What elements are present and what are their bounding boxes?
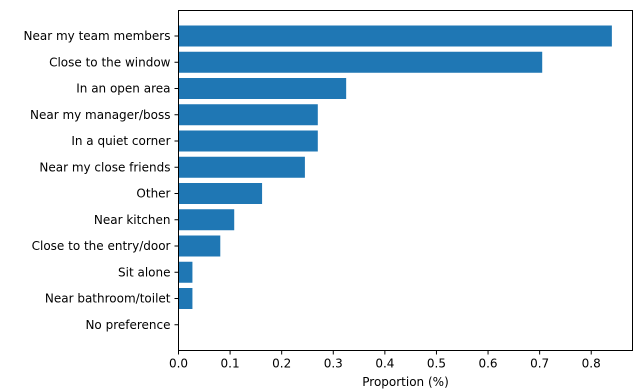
x-tick-label: 0.2 <box>272 357 291 371</box>
bars <box>178 25 612 309</box>
bar <box>178 104 318 126</box>
category-label: Near bathroom/toilet <box>45 292 171 306</box>
category-label: Sit alone <box>118 265 171 279</box>
bar <box>178 25 612 47</box>
x-tick-label: 0.7 <box>530 357 549 371</box>
x-tick-label: 0.8 <box>582 357 601 371</box>
category-labels: Near my team members Close to the window I… <box>24 29 179 332</box>
category-label: Near my team members <box>24 29 171 43</box>
x-tick-label: 0.1 <box>221 357 240 371</box>
bar <box>178 183 263 204</box>
x-axis-title: Proportion (%) <box>362 375 449 389</box>
bar <box>178 78 347 99</box>
x-tick-label: 0.4 <box>375 357 394 371</box>
category-label: Near my close friends <box>39 160 170 174</box>
plot-frame <box>178 10 633 351</box>
bar <box>178 130 318 152</box>
bar <box>178 51 543 73</box>
x-tick-label: 0.3 <box>324 357 343 371</box>
x-tick-label: 0.0 <box>169 357 188 371</box>
bar <box>178 261 193 283</box>
category-label: Near my manager/boss <box>30 108 171 122</box>
category-label: In an open area <box>76 82 170 96</box>
x-tick-label: 0.6 <box>478 357 497 371</box>
category-label: Close to the entry/door <box>32 239 171 253</box>
bar <box>178 288 193 309</box>
bar <box>178 235 221 257</box>
category-label: Other <box>136 187 170 201</box>
category-label: Close to the window <box>49 55 171 69</box>
category-label: Near kitchen <box>94 213 171 227</box>
bar <box>178 209 235 231</box>
category-label: In a quiet corner <box>71 134 170 148</box>
bar <box>178 156 305 178</box>
x-tick-label: 0.5 <box>427 357 446 371</box>
x-axis-ticks: 0.0 0.1 0.2 0.3 0.4 0.5 0.6 0.7 0.8 <box>169 350 601 371</box>
category-label: No preference <box>85 318 170 332</box>
